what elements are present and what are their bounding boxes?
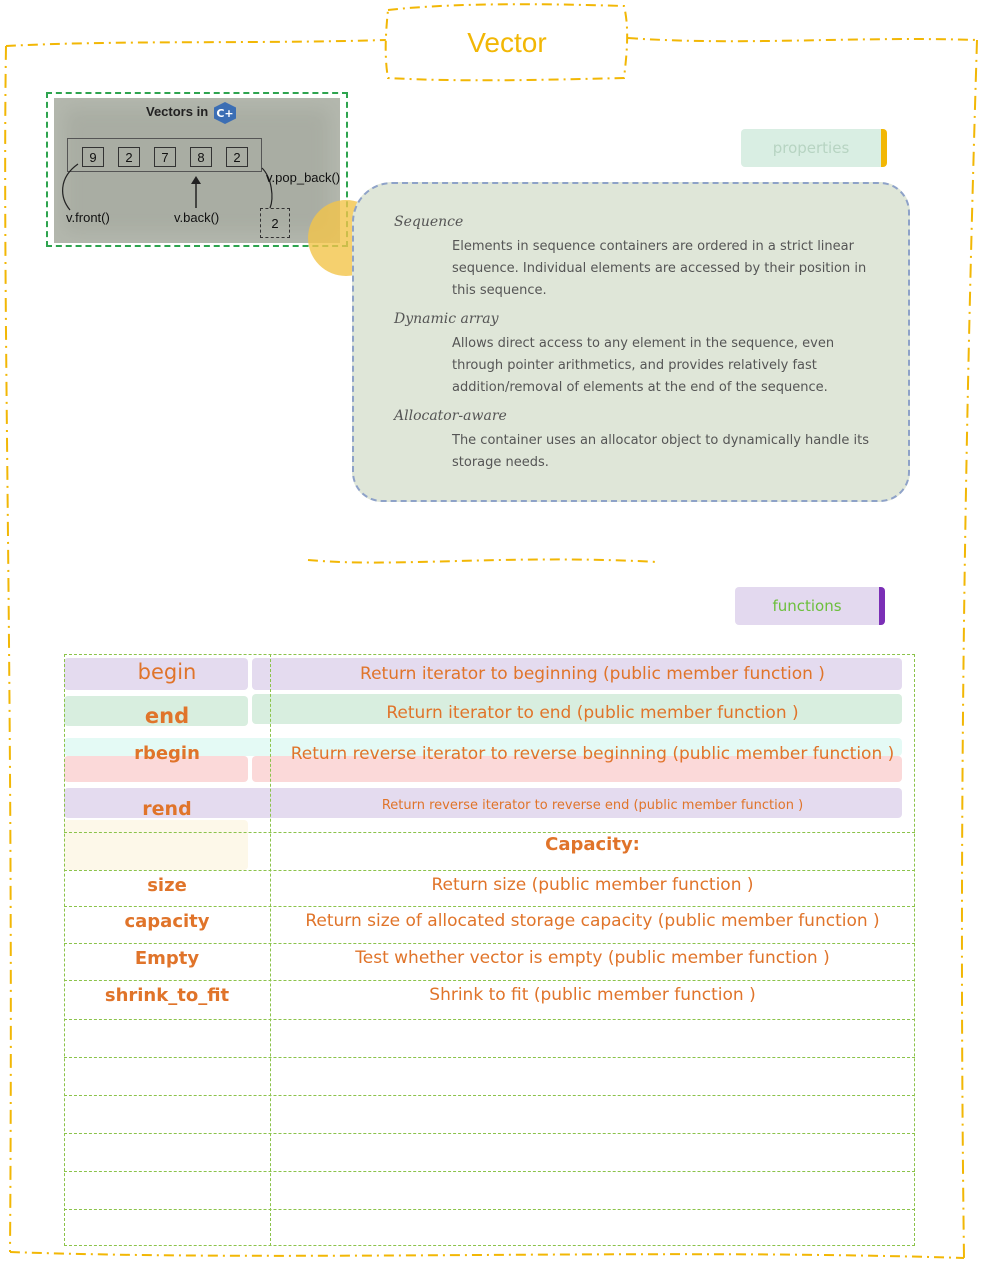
page-title: Vector [467,27,547,58]
function-name: begin [137,660,197,684]
section-divider [307,558,659,564]
vector-cells: 9 2 7 8 2 [67,138,262,172]
function-description: Shrink to fit (public member function ) [429,985,756,1005]
function-description: Return iterator to beginning (public mem… [360,664,825,684]
pop-back-label: v.pop_back() [266,170,341,185]
properties-panel: Sequence Elements in sequence containers… [352,182,910,502]
function-name: shrink_to_fit [104,985,230,1006]
grid-line [64,1057,915,1058]
grid-line [64,1209,915,1210]
capacity-heading: Capacity: [545,834,640,855]
row-highlight [252,694,902,724]
diagram-background: Vectors in C+ 9 2 7 8 2 v.front() v.back… [54,98,340,243]
diagram-arrows [62,163,273,211]
function-description: Test whether vector is empty (public mem… [355,948,830,968]
popped-element: 2 [260,208,290,238]
property-term: Sequence [394,214,464,230]
grid-line [64,980,915,981]
vector-cell: 2 [226,147,248,167]
page-title-box: Vector [388,6,626,80]
grid-line [64,1095,915,1096]
front-label: v.front() [66,210,110,225]
grid-line [64,1171,915,1172]
vector-cell: 2 [118,147,140,167]
grid-line [64,832,915,833]
function-description: Return size (public member function ) [431,875,754,895]
function-description: Return iterator to end (public member fu… [386,703,799,723]
grid-line [64,1133,915,1134]
grid-line [64,654,915,655]
row-highlight [64,658,248,690]
row-highlight [252,658,902,690]
row-highlight [64,788,902,818]
property-description: The container uses an allocator object t… [452,433,869,470]
functions-table: begin Return iterator to beginning (publ… [64,654,915,1246]
row-highlight [64,738,902,756]
grid-line [64,943,915,944]
grid-line [64,1019,915,1020]
function-name: rbegin [134,743,200,764]
grid-line [914,654,915,1246]
grid-line [64,654,65,1246]
row-highlight [64,696,248,726]
property-description: Allows direct access to any element in t… [452,336,835,395]
vector-cell: 9 [82,147,104,167]
vectors-diagram: Vectors in C+ 9 2 7 8 2 v.front() v.back… [46,92,348,247]
diagram-title: Vectors in [146,104,209,119]
function-description: Return size of allocated storage capacit… [305,911,880,931]
row-highlight [252,756,902,782]
function-name: size [147,875,187,896]
function-name: capacity [124,911,210,932]
grid-line [270,654,271,1246]
back-label: v.back() [174,210,220,225]
properties-tab: properties [741,129,887,167]
functions-tab: functions [735,587,885,625]
row-highlight [64,820,248,870]
property-term: Dynamic array [394,311,499,327]
function-name: rend [142,798,192,820]
grid-line [64,1245,915,1246]
function-description: Return reverse iterator to reverse end (… [381,798,804,813]
property-description: Elements in sequence containers are orde… [452,239,867,298]
grid-line [64,870,915,871]
vector-cell: 7 [154,147,176,167]
property-term: Allocator-aware [394,408,507,424]
function-description: Return reverse iterator to reverse begin… [290,744,895,764]
grid-line [64,906,915,907]
cpp-logo-icon: C+ [214,102,236,124]
vector-cell: 8 [190,147,212,167]
row-highlight [64,756,248,782]
function-name: end [144,704,190,728]
function-name: Empty [134,948,200,969]
